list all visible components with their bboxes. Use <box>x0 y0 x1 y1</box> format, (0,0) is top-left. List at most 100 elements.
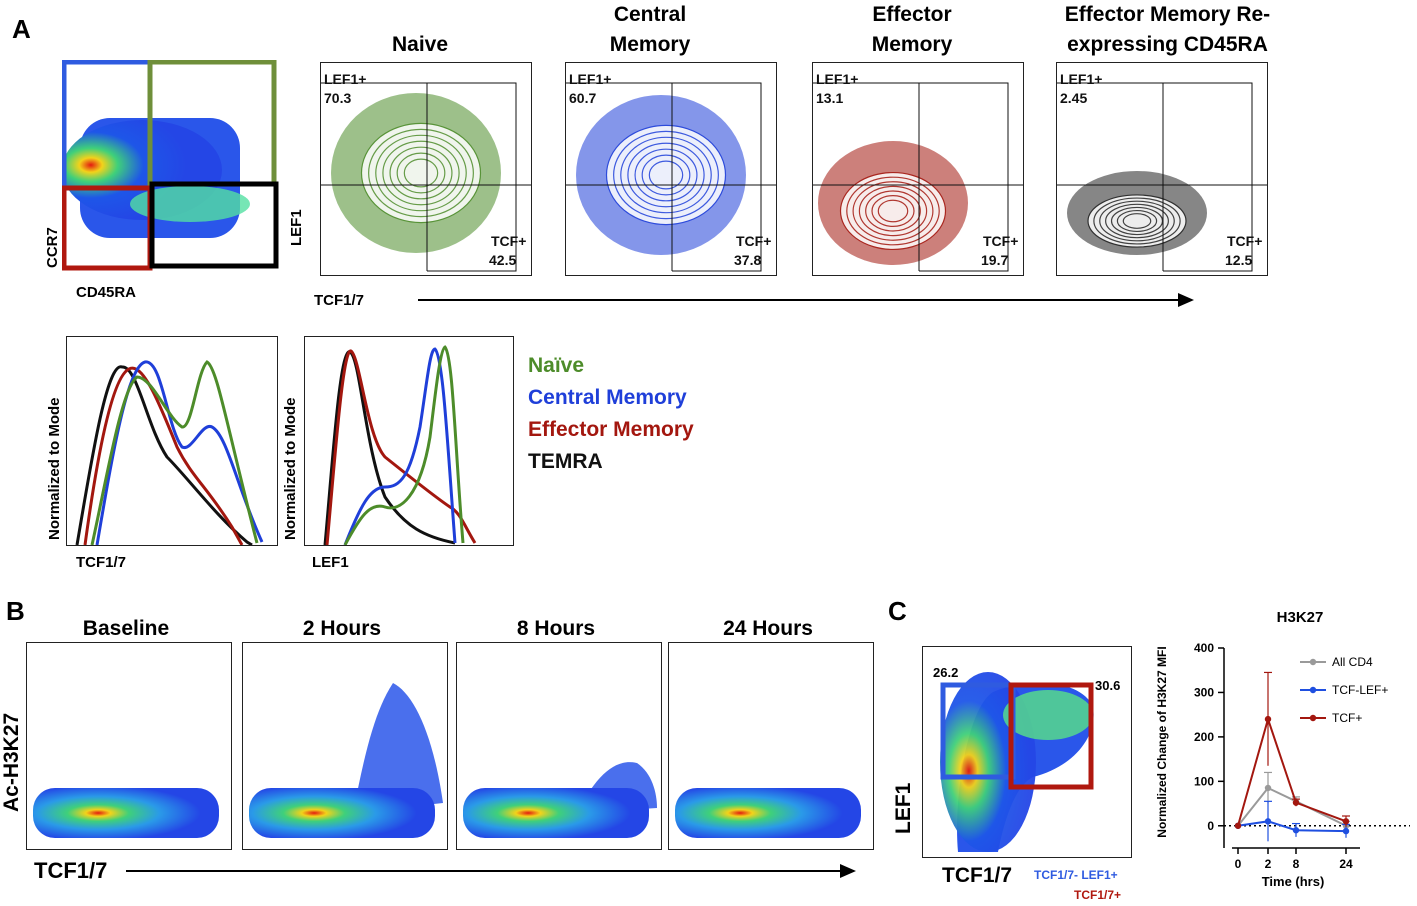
gate-outline <box>566 82 762 272</box>
panelb-title: Baseline <box>82 617 170 640</box>
contour-ring <box>627 142 705 208</box>
lef-gate-label: LEF1+ <box>569 71 612 87</box>
y-tick-label: 100 <box>1194 774 1214 788</box>
legend-marker <box>1309 686 1317 694</box>
contour-ring <box>1093 197 1181 245</box>
contour-ring <box>846 176 940 246</box>
gating-y-label: CCR7 <box>44 227 61 268</box>
x-tick-label: 0 <box>1235 857 1242 871</box>
contour-ring <box>1087 194 1187 248</box>
contour-ring <box>368 128 474 218</box>
contour-title-central: Central Memory <box>609 3 691 56</box>
panel-c-letter: C <box>888 596 907 626</box>
contour-ring <box>1099 200 1175 242</box>
contour-plot: LEF1+ 13.1 TCF+ 19.7 <box>812 62 1024 276</box>
contour-ring <box>620 136 712 214</box>
legend-effector: Effector Memory <box>528 418 694 441</box>
panelb-title: 24 Hours <box>723 617 813 640</box>
contour-ring <box>871 195 915 227</box>
panelc-x-label: TCF1/7 <box>942 864 1013 887</box>
data-point <box>1342 827 1350 835</box>
contour-ring <box>375 134 467 212</box>
contour-ring <box>641 154 691 196</box>
hist-x-label-2: LEF1 <box>312 554 349 571</box>
series-line <box>1237 715 1347 827</box>
contour-svg <box>566 82 776 272</box>
y-tick-label: 300 <box>1194 685 1214 699</box>
lef-gate-label: LEF1+ <box>324 71 367 87</box>
tcf-gate-label: TCF+ <box>736 233 772 249</box>
contour-ring <box>865 190 921 232</box>
density-band <box>249 788 435 838</box>
contour-ring <box>382 140 460 206</box>
x-tick-label: 8 <box>1293 857 1300 871</box>
legend-marker <box>1309 714 1317 722</box>
tcf-gate-value: 12.5 <box>1225 252 1253 268</box>
lef-gate-label: LEF1+ <box>1060 71 1103 87</box>
gating-x-label: CD45RA <box>76 284 137 301</box>
panelb-density-plot <box>456 642 662 850</box>
contour-ring <box>605 124 727 226</box>
contour-ring <box>852 181 934 241</box>
tcf-gate-value: 19.7 <box>981 252 1009 268</box>
legend-label: All CD4 <box>1332 655 1373 669</box>
lef-gate-value: 60.7 <box>569 90 597 106</box>
contour-ring <box>1105 203 1169 239</box>
gate-outline <box>321 82 517 272</box>
panelb-density-svg <box>33 788 219 838</box>
contour-ring <box>634 148 698 202</box>
panelc-density-svg: 26.2 30.6 <box>933 665 1120 852</box>
data-point <box>1292 827 1300 834</box>
contour-y-label: LEF1 <box>288 209 305 246</box>
lef-gate-label: LEF1+ <box>816 71 859 87</box>
contour-ring <box>403 158 439 188</box>
panelc-y-label: LEF1 <box>892 782 915 834</box>
temra-gate[interactable] <box>149 181 279 269</box>
density-plume <box>353 683 443 813</box>
panelb-y-label: Ac-H3K27 <box>0 712 23 812</box>
density-band <box>675 788 861 838</box>
histogram-tcf-svg <box>75 360 264 545</box>
legend-naive: Naïve <box>528 354 585 377</box>
legend-label: TCF+ <box>1332 711 1362 725</box>
histogram-lef <box>304 336 514 546</box>
x-tick-label: 24 <box>1339 857 1353 871</box>
panelb-density-plot <box>26 642 232 850</box>
y-tick-label: 200 <box>1194 730 1214 744</box>
panel-b-letter: B <box>6 596 25 626</box>
data-point <box>1264 818 1272 825</box>
x-axis-label: Time (hrs) <box>1262 874 1325 889</box>
gate-outline <box>1057 82 1253 272</box>
panelb-x-label: TCF1/7 <box>34 858 108 883</box>
panelb-x-arrow <box>126 864 856 878</box>
gating-plot <box>61 59 280 272</box>
panelb-density-svg <box>249 683 443 838</box>
panelb-density-svg <box>675 788 861 838</box>
panelb-title: 2 Hours <box>302 617 382 640</box>
panelc-legend-red: TCF1/7+ <box>1074 888 1122 902</box>
panelb-density-plot <box>242 642 448 850</box>
y-axis-label: Normalized Change of H3K27 MFI <box>1155 646 1169 837</box>
panelb-title: 8 Hours <box>516 617 596 640</box>
density-band <box>33 788 219 838</box>
panelc-gate-right-value: 30.6 <box>1095 678 1120 693</box>
contour-plot: LEF1+ 2.45 TCF+ 12.5 <box>1056 62 1268 276</box>
lef-gate-value: 13.1 <box>816 90 844 106</box>
h3k27-line-chart: H3K27 0 100 200 300 400 0 2 8 24 Time (hrs) Normali… <box>1155 609 1410 889</box>
contour-plot: LEF1+ 70.3 TCF+ 42.5 <box>320 62 532 276</box>
gate-outline <box>813 82 1009 272</box>
panelb-density-plot <box>668 642 874 850</box>
panelc-gate-red[interactable] <box>1008 682 1094 790</box>
legend-label: TCF-LEF+ <box>1332 683 1388 697</box>
legend-central: Central Memory <box>528 386 687 409</box>
chart-title: H3K27 <box>1277 609 1324 626</box>
y-tick-label: 400 <box>1194 641 1214 655</box>
density-band <box>463 788 649 838</box>
panel-a-letter: A <box>12 14 31 44</box>
hist-y-label-1: Normalized to Mode <box>46 397 63 540</box>
contour-x-label: TCF1/7 <box>314 292 365 309</box>
tcf-gate-label: TCF+ <box>1227 233 1263 249</box>
tcf-gate-value: 42.5 <box>489 252 517 268</box>
hist-x-label-1: TCF1/7 <box>76 554 127 571</box>
histogram-tcf <box>66 336 278 546</box>
